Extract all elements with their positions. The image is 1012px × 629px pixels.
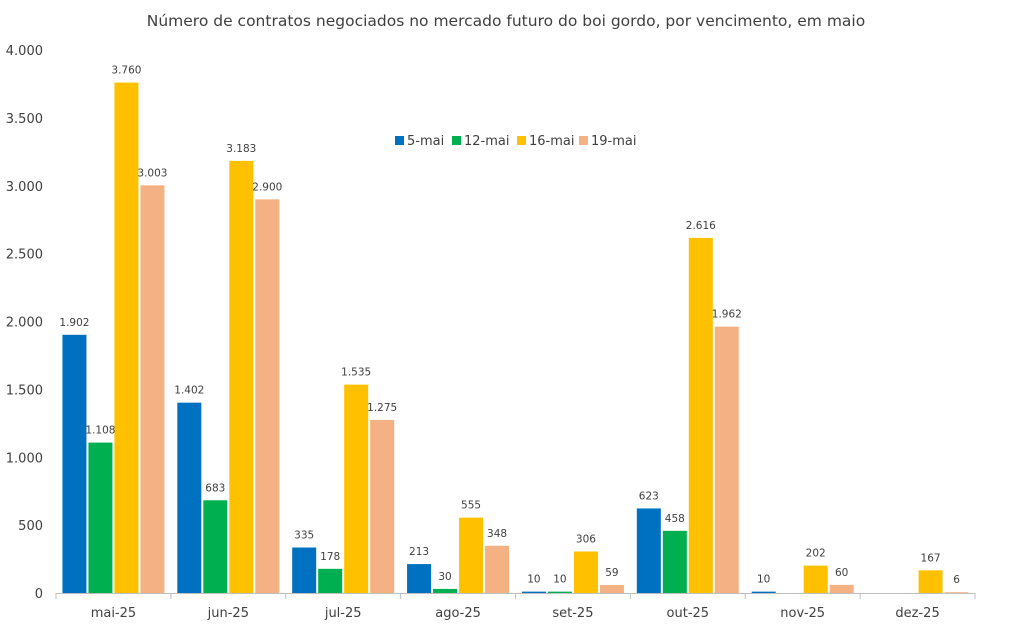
data-label: 1.962 [712,309,742,321]
data-label: 6 [953,574,960,586]
data-label: 59 [605,567,618,579]
bar-16-mai-mai-25 [114,82,139,593]
bar-16-mai-ago-25 [459,517,484,593]
bar-5-mai-out-25 [636,508,661,593]
bar-12-mai-out-25 [662,530,687,593]
bar-19-mai-out-25 [714,326,739,593]
bar-19-mai-ago-25 [485,545,510,593]
legend-label: 19-mai [591,134,636,149]
bar-5-mai-ago-25 [407,564,432,593]
x-tick-label: jul-25 [324,606,362,621]
y-tick-label: 3.000 [6,180,43,195]
bar-5-mai-jul-25 [292,547,317,593]
legend-swatch-5-mai [395,136,404,145]
data-label: 10 [553,574,566,586]
legend-swatch-16-mai [517,136,526,145]
data-label: 1.902 [59,317,89,329]
data-label: 1.108 [85,425,115,437]
x-tick-label: set-25 [552,606,593,621]
chart-title: Número de contratos negociados no mercad… [147,12,865,30]
y-tick-label: 2.000 [6,316,43,331]
bars-group [62,82,969,594]
data-label: 555 [461,500,481,512]
bar-12-mai-jul-25 [318,568,343,593]
legend-swatch-19-mai [579,136,588,145]
x-tick-label: jun-25 [207,606,249,621]
data-label: 335 [294,530,314,542]
bar-19-mai-mai-25 [140,185,165,593]
bar-16-mai-set-25 [573,551,598,593]
data-label: 306 [576,533,596,545]
bar-5-mai-jun-25 [177,402,202,593]
data-label: 10 [527,574,540,586]
legend-swatch-12-mai [452,136,461,145]
data-label: 3.760 [111,65,141,77]
bar-12-mai-set-25 [547,591,572,593]
bar-19-mai-jul-25 [370,419,395,593]
bar-5-mai-set-25 [521,591,546,593]
x-tick-label: ago-25 [435,606,481,621]
bar-5-mai-nov-25 [751,591,776,593]
x-tick-label: mai-25 [91,606,136,621]
data-label: 60 [835,567,848,579]
data-label: 30 [438,571,451,583]
bar-12-mai-ago-25 [433,588,458,593]
data-label: 202 [806,548,826,560]
bar-19-mai-dez-25 [944,592,969,593]
bar-16-mai-out-25 [688,237,713,594]
legend-label: 16-mai [529,134,574,149]
y-axis-ticks: 0 500 1.000 1.500 2.000 2.500 3.000 3.500 4.000 [6,44,43,602]
x-tick-label: out-25 [667,606,710,621]
bar-19-mai-nov-25 [829,584,854,593]
bar-16-mai-nov-25 [803,565,828,593]
x-axis: mai-25 jun-25 jul-25 ago-25 set-25 out-25 nov-… [55,593,976,621]
data-label: 3.003 [137,167,167,179]
data-label: 623 [639,490,659,502]
data-labels-group: 1.902 1.108 3.760 3.003 1.402 683 3.183 2.900 33… [59,65,960,587]
x-tick-label: dez-25 [895,606,939,621]
data-label: 167 [921,552,941,564]
y-tick-label: 1.500 [6,383,43,398]
data-label: 1.535 [341,367,371,379]
data-label: 2.900 [252,181,282,193]
bar-16-mai-jun-25 [229,160,254,593]
x-tick-label: nov-25 [780,606,825,621]
data-label: 348 [487,528,507,540]
data-label: 1.275 [367,402,397,414]
bar-16-mai-dez-25 [918,570,943,593]
data-label: 458 [665,513,685,525]
data-label: 683 [205,482,225,494]
bar-5-mai-mai-25 [62,334,87,593]
legend-label: 12-mai [464,134,509,149]
data-label: 213 [409,546,429,558]
y-tick-label: 4.000 [6,44,43,59]
legend: 5-mai 12-mai 16-mai 19-mai [395,134,636,149]
data-label: 1.402 [174,385,204,397]
bar-16-mai-jul-25 [344,384,369,593]
y-tick-label: 0 [35,587,43,602]
y-tick-label: 1.000 [6,451,43,466]
data-label: 178 [320,551,340,563]
data-label: 2.616 [686,220,716,232]
bar-12-mai-mai-25 [88,442,113,593]
y-tick-label: 3.500 [6,112,43,127]
data-label: 3.183 [226,143,256,155]
y-tick-label: 2.500 [6,248,43,263]
legend-label: 5-mai [407,134,444,149]
data-label: 10 [757,574,770,586]
y-tick-label: 500 [18,519,43,534]
bar-19-mai-set-25 [599,584,624,593]
bar-19-mai-jun-25 [255,199,280,593]
bar-12-mai-jun-25 [203,500,228,593]
